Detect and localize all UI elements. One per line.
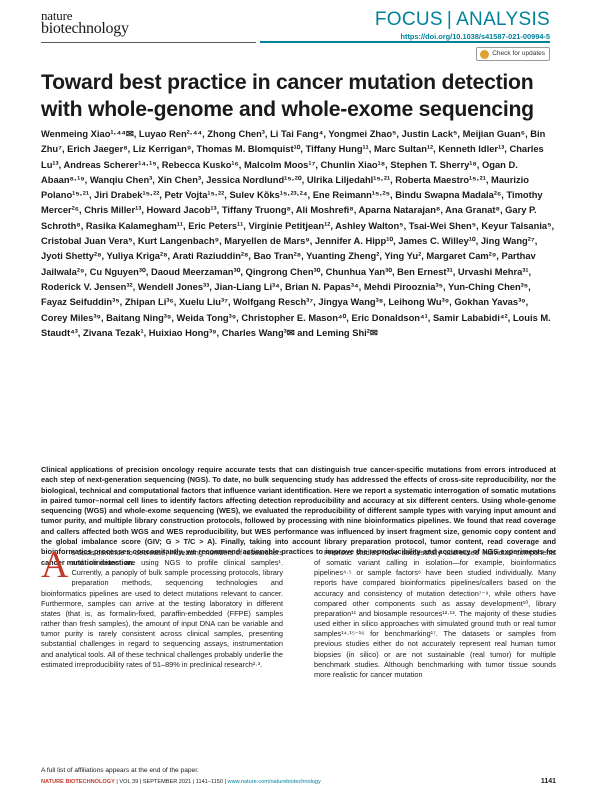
drop-cap: A [41,544,69,586]
logo-line-biotechnology: biotechnology [41,20,129,37]
check-updates-label: Check for updates [492,50,545,57]
doi-link[interactable]: https://doi.org/10.1038/s41587-021-00994… [400,32,550,41]
logo-line-nature: nature [41,8,73,23]
page-header: nature biotechnology FOCUS | ANALYSIS http… [0,0,596,62]
abstract: Clinical applications of precision oncol… [41,465,556,567]
previous-studies-paragraph: Previous studies have successfully addre… [314,548,556,679]
journal-logo[interactable]: nature biotechnology [41,9,129,37]
check-updates-button[interactable]: Check for updates [476,47,550,61]
section-focus: FOCUS [374,9,443,30]
section-separator: | [446,9,453,30]
header-divider-left [41,42,256,43]
footer-journal: NATURE BIOTECHNOLOGY [41,779,115,785]
intro-paragraph: s costs continue to decrease, increasing… [41,548,283,669]
section-type: ANALYSIS [456,9,550,30]
body-column-right: Previous studies have successfully addre… [314,548,556,680]
page-number: 1141 [540,778,556,785]
header-divider-right [260,41,550,43]
affiliation-note: A full list of affiliations appears at t… [41,767,199,774]
crossmark-icon [480,50,490,59]
article-title: Toward best practice in cancer mutation … [41,71,534,121]
section-label: FOCUS | ANALYSIS [375,9,550,31]
footer-issue: | VOL 39 | SEPTEMBER 2021 | 1141–1150 | [114,779,228,785]
page-footer: NATURE BIOTECHNOLOGY | VOL 39 | SEPTEMBE… [41,778,556,785]
author-list: Wenmeing Xiao¹·⁴⁴✉, Luyao Ren²·⁴⁴, Zhong… [41,129,555,338]
footer-url[interactable]: www.nature.com/naturebiotechnology [227,779,321,785]
